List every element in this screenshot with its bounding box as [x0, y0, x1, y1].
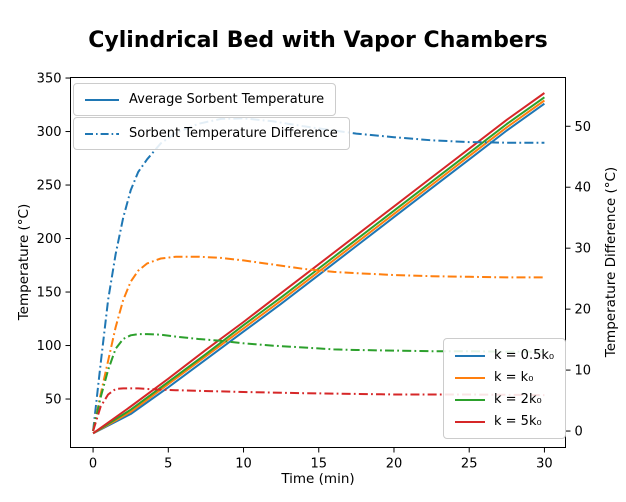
x-axis-label: Time (min) — [281, 471, 355, 487]
x-tick-10-label: 10 — [235, 457, 252, 472]
left-tick-50-label: 50 — [45, 393, 62, 408]
legend-entry-k0.5: k = 0.5k₀ — [455, 348, 554, 363]
legend-k0.5-label: k = 0.5k₀ — [494, 348, 555, 363]
right-tick-20-label: 20 — [575, 303, 592, 318]
legend-entry-k5: k = 5k₀ — [455, 414, 542, 429]
x-tick-25-label: 25 — [461, 457, 478, 472]
legend-entry-k1: k = k₀ — [455, 370, 533, 385]
x-tick-0-label: 0 — [89, 457, 97, 472]
x-tick-15-label: 15 — [310, 457, 327, 472]
line-avg-temp-k5 — [92, 92, 545, 435]
left-tick-200-label: 200 — [37, 232, 62, 247]
chart-title: Cylindrical Bed with Vapor Chambers — [88, 28, 548, 53]
right-tick-30-label: 30 — [575, 242, 592, 257]
left-tick-100-label: 100 — [37, 339, 62, 354]
dashdot-line-sample — [85, 132, 119, 135]
line-temp-diff-k1 — [92, 255, 545, 432]
legend-temperature-difference: Sorbent Temperature Difference — [73, 117, 350, 150]
x-tick-30-label: 30 — [536, 457, 553, 472]
line-avg-temp-k1 — [92, 99, 545, 435]
k2-line-sample — [455, 398, 485, 401]
right-tick-50-label: 50 — [575, 120, 592, 135]
x-tick-5-label: 5 — [164, 457, 172, 472]
legend-average-temperature: Average Sorbent Temperature — [73, 83, 337, 116]
right-tick-10-label: 10 — [575, 364, 592, 379]
legend-k1-label: k = k₀ — [494, 370, 534, 385]
line-temp-diff-k5 — [92, 387, 545, 432]
axes-frame — [70, 77, 566, 448]
k0.5-line-sample — [455, 354, 485, 357]
legend-entry-k2: k = 2k₀ — [455, 392, 542, 407]
line-avg-temp-k0.5 — [92, 102, 545, 435]
line-temp-diff-k0.5 — [92, 117, 545, 432]
left-tick-150-label: 150 — [37, 286, 62, 301]
solid-line-sample — [85, 98, 119, 101]
k1-line-sample — [455, 376, 485, 379]
right-tick-0-label: 0 — [575, 425, 583, 440]
left-tick-250-label: 250 — [37, 179, 62, 194]
series-lines — [92, 92, 545, 435]
legend-k2-label: k = 2k₀ — [494, 392, 542, 407]
line-temp-diff-k2 — [92, 333, 545, 432]
x-tick-20-label: 20 — [386, 457, 403, 472]
k5-line-sample — [455, 420, 485, 423]
right-tick-40-label: 40 — [575, 181, 592, 196]
left-y-axis-label: Temperature (°C) — [16, 203, 32, 321]
legend-k-values: k = 0.5k₀ k = k₀ k = 2k₀ k = 5k₀ — [443, 338, 567, 439]
legend-k5-label: k = 5k₀ — [494, 414, 542, 429]
left-tick-300-label: 300 — [37, 125, 62, 140]
right-y-axis-label: Temperature Difference (°C) — [603, 166, 619, 358]
legend-average-label: Average Sorbent Temperature — [129, 92, 325, 107]
line-avg-temp-k2 — [92, 96, 545, 435]
legend-difference-label: Sorbent Temperature Difference — [129, 126, 338, 141]
axis-ticks: 0 5 10 15 20 25 30 50 100 150 200 250 300 350 0 10 20 30 4… — [37, 72, 591, 472]
left-tick-350-label: 350 — [37, 72, 62, 87]
